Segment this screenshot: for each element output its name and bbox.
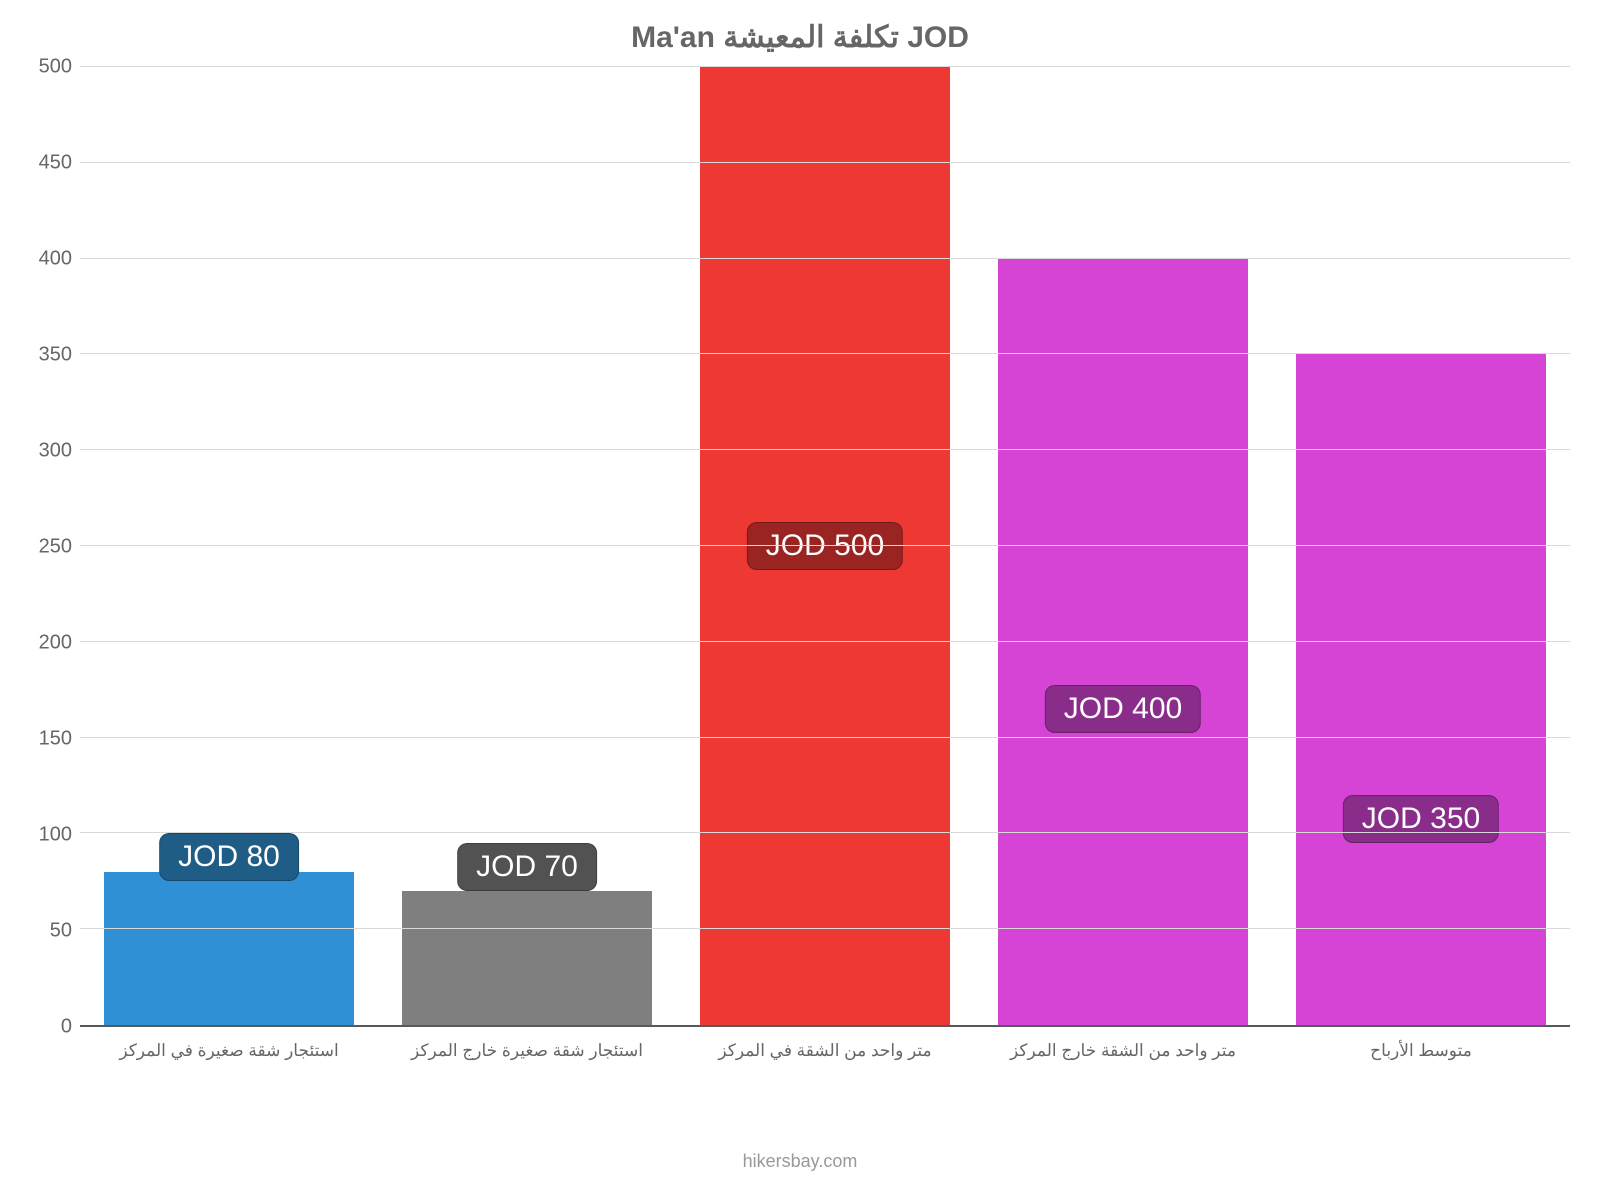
y-tick-label: 450 <box>39 152 72 175</box>
bar-value-label: JOD 500 <box>747 522 903 570</box>
bar-slot: JOD 500 <box>676 67 974 1025</box>
grid-line <box>80 258 1570 259</box>
bars-container: JOD 80 JOD 70 JOD 500 JOD 400 JOD 350 <box>80 67 1570 1025</box>
x-axis-label: استئجار شقة صغيرة في المركز <box>80 1041 378 1061</box>
grid-line <box>80 545 1570 546</box>
bar: JOD 80 <box>104 872 354 1025</box>
y-tick-label: 250 <box>39 536 72 559</box>
bar: JOD 500 <box>700 67 950 1025</box>
grid-line <box>80 928 1570 929</box>
bar: JOD 70 <box>402 891 652 1025</box>
y-tick-label: 350 <box>39 344 72 367</box>
y-tick-label: 100 <box>39 824 72 847</box>
x-axis: استئجار شقة صغيرة في المركزاستئجار شقة ص… <box>80 1027 1570 1061</box>
bar-value-label: JOD 80 <box>159 833 299 881</box>
x-axis-label: متر واحد من الشقة خارج المركز <box>974 1041 1272 1061</box>
chart-title: Ma'an تكلفة المعيشة JOD <box>30 10 1570 67</box>
bar-value-label: JOD 70 <box>457 843 597 891</box>
y-tick-label: 300 <box>39 440 72 463</box>
plot-area: 050100150200250300350400450500 JOD 80JOD… <box>30 67 1570 1027</box>
bar-slot: JOD 400 <box>974 67 1272 1025</box>
grid-line <box>80 449 1570 450</box>
grid-line <box>80 832 1570 833</box>
grid-line <box>80 737 1570 738</box>
plot: JOD 80 JOD 70 JOD 500 JOD 400 JOD 350 <box>80 67 1570 1027</box>
cost-of-living-chart: Ma'an تكلفة المعيشة JOD 0 50 100 150 200 250 3… <box>30 10 1570 1190</box>
grid-line <box>80 66 1570 67</box>
grid-line <box>80 353 1570 354</box>
bar-slot: JOD 350 <box>1272 67 1570 1025</box>
bar-slot: JOD 70 <box>378 67 676 1025</box>
bar-value-label: JOD 400 <box>1045 685 1201 733</box>
x-axis-label: استئجار شقة صغيرة خارج المركز <box>378 1041 676 1061</box>
x-axis-label: متوسط الأرباح <box>1272 1041 1570 1061</box>
y-tick-label: 200 <box>39 632 72 655</box>
bar: JOD 350 <box>1296 354 1546 1025</box>
y-tick-label: 0 <box>61 1016 72 1039</box>
y-tick-label: 50 <box>50 920 72 943</box>
chart-footer: hikersbay.com <box>30 1061 1570 1172</box>
grid-line <box>80 162 1570 163</box>
grid-line <box>80 641 1570 642</box>
y-axis: 050100150200250300350400450500 <box>30 67 80 1027</box>
y-tick-label: 150 <box>39 728 72 751</box>
y-tick-label: 400 <box>39 248 72 271</box>
bar-value-label: JOD 350 <box>1343 795 1499 843</box>
y-tick-label: 500 <box>39 56 72 79</box>
bar-slot: JOD 80 <box>80 67 378 1025</box>
x-axis-label: متر واحد من الشقة في المركز <box>676 1041 974 1061</box>
